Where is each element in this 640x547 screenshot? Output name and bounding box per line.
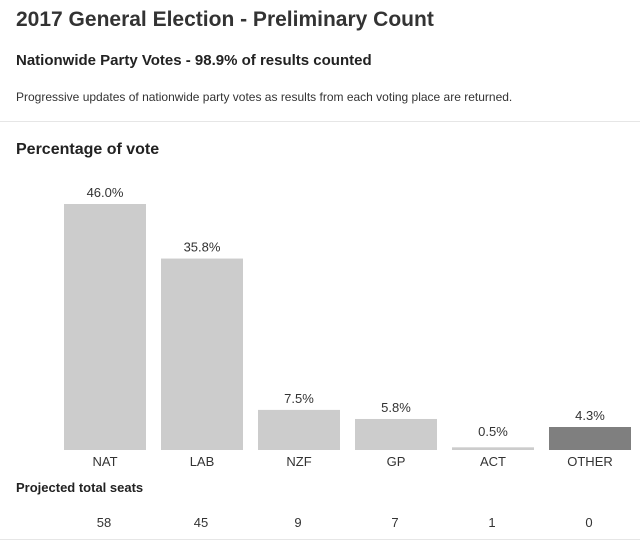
bar-gp (355, 418, 437, 450)
bar-lab (161, 258, 243, 450)
value-label-other: 4.3% (575, 408, 605, 423)
bar-nat (64, 204, 146, 450)
seat-value-other: 0 (585, 515, 593, 530)
seat-value-nat: 58 (96, 515, 112, 530)
category-label-gp: GP (387, 454, 406, 469)
vote-percentage-chart: 46.0% NAT 35.8% LAB 7.5% NZF 5.8% GP 0.5% ACT 4.3%… (64, 185, 631, 469)
value-label-act: 0.5% (478, 424, 508, 439)
results-subtitle: Nationwide Party Votes - 98.9% of result… (16, 52, 372, 69)
seat-value-gp: 7 (391, 515, 399, 530)
category-label-lab: LAB (190, 454, 215, 469)
projected-seats-title: Projected total seats (16, 480, 144, 495)
value-label-nat: 46.0% (87, 185, 124, 200)
category-label-nat: NAT (92, 454, 117, 469)
bar-act (452, 447, 534, 450)
bar-nzf (258, 409, 340, 450)
results-description: Progressive updates of nationwide party … (16, 90, 513, 104)
seat-value-act: 1 (488, 515, 496, 530)
seat-value-lab: 45 (193, 515, 209, 530)
chart-title: Percentage of vote (16, 141, 160, 158)
top-divider (0, 121, 640, 122)
value-label-gp: 5.8% (381, 400, 411, 415)
category-label-act: ACT (480, 454, 506, 469)
value-label-lab: 35.8% (184, 240, 221, 255)
category-label-nzf: NZF (286, 454, 311, 469)
category-label-other: OTHER (567, 454, 613, 469)
page-title: 2017 General Election - Preliminary Coun… (16, 8, 434, 31)
seat-value-nzf: 9 (294, 515, 302, 530)
bottom-divider (0, 539, 640, 540)
value-label-nzf: 7.5% (284, 391, 314, 406)
bar-other (549, 427, 631, 450)
